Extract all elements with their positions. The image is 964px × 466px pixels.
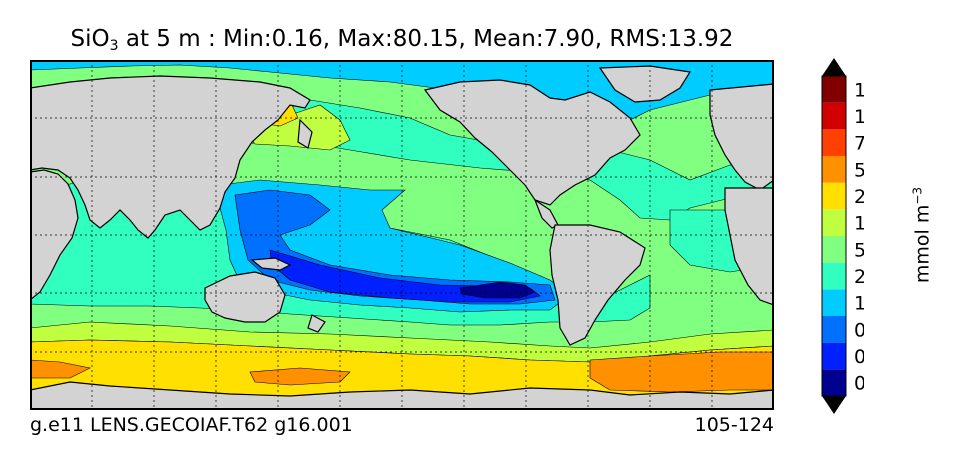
colorbar-tick-label: 100 [854, 106, 864, 128]
band-0.1-0.25 [459, 281, 536, 299]
colorbar-tick-label: 5 [854, 239, 864, 261]
colorbar-cell [822, 316, 846, 343]
land-north-america [423, 79, 641, 206]
colorbar-cell [822, 156, 846, 183]
colorbar-cell [822, 342, 846, 370]
land-south-america [549, 224, 646, 346]
land-newguinea [250, 257, 292, 271]
chart-title: SiO3 at 5 m : Min:0.16, Max:80.15, Mean:… [70, 26, 734, 54]
map-frame [30, 60, 774, 410]
colorbar-cell [822, 129, 846, 156]
land [30, 65, 774, 410]
colorbar-tick-label: 50 [854, 159, 864, 181]
colorbar: 0.1 0.25 0.5 1 2.5 5 10 25 50 75 100 125 [821, 58, 864, 414]
colorbar-tick-label: 10 [854, 213, 864, 235]
land-japan [297, 118, 313, 149]
colorbar-cell [822, 236, 846, 263]
colorbar-tick-label: 2.5 [854, 266, 864, 288]
colorbar-cell [822, 262, 846, 290]
colorbar-tick-label: 0.1 [854, 373, 864, 395]
map-panel [30, 60, 774, 410]
colorbar-extend-min [822, 396, 846, 414]
land-greenland [598, 65, 691, 103]
colorbar-tick-label: 75 [854, 133, 864, 155]
colorbar-cell [822, 209, 846, 236]
land-africa-east [724, 187, 774, 306]
year-range-label: 105-124 [694, 414, 774, 436]
colorbar-cell [822, 369, 846, 396]
land-europe-east [709, 83, 774, 191]
colorbar-tick-label: 25 [854, 186, 864, 208]
world-ocean-map [30, 60, 774, 410]
land-africa [30, 169, 79, 301]
colorbar-unit-label: mmol m−3 [910, 186, 934, 284]
colorbar-cell [822, 76, 846, 103]
colorbar-tick-label: 0.25 [854, 346, 864, 368]
land-australia [204, 271, 286, 323]
band-50-75 [30, 351, 774, 393]
colorbar-cell [822, 289, 846, 316]
land-newzealand [307, 314, 326, 333]
colorbar-tick-label: 0.5 [854, 319, 864, 341]
colorbar-extend-max [822, 58, 846, 76]
colorbar-tick-label: 125 [854, 79, 864, 101]
colorbar-frame [821, 75, 847, 397]
colorbar-cell [822, 102, 846, 130]
land-eurasia [30, 75, 311, 239]
colorbar-cell [822, 182, 846, 210]
graticule [30, 60, 774, 410]
colorbar-tick-label: 1 [854, 293, 864, 315]
case-name-label: g.e11 LENS.GECOIAF.T62 g16.001 [30, 414, 353, 436]
